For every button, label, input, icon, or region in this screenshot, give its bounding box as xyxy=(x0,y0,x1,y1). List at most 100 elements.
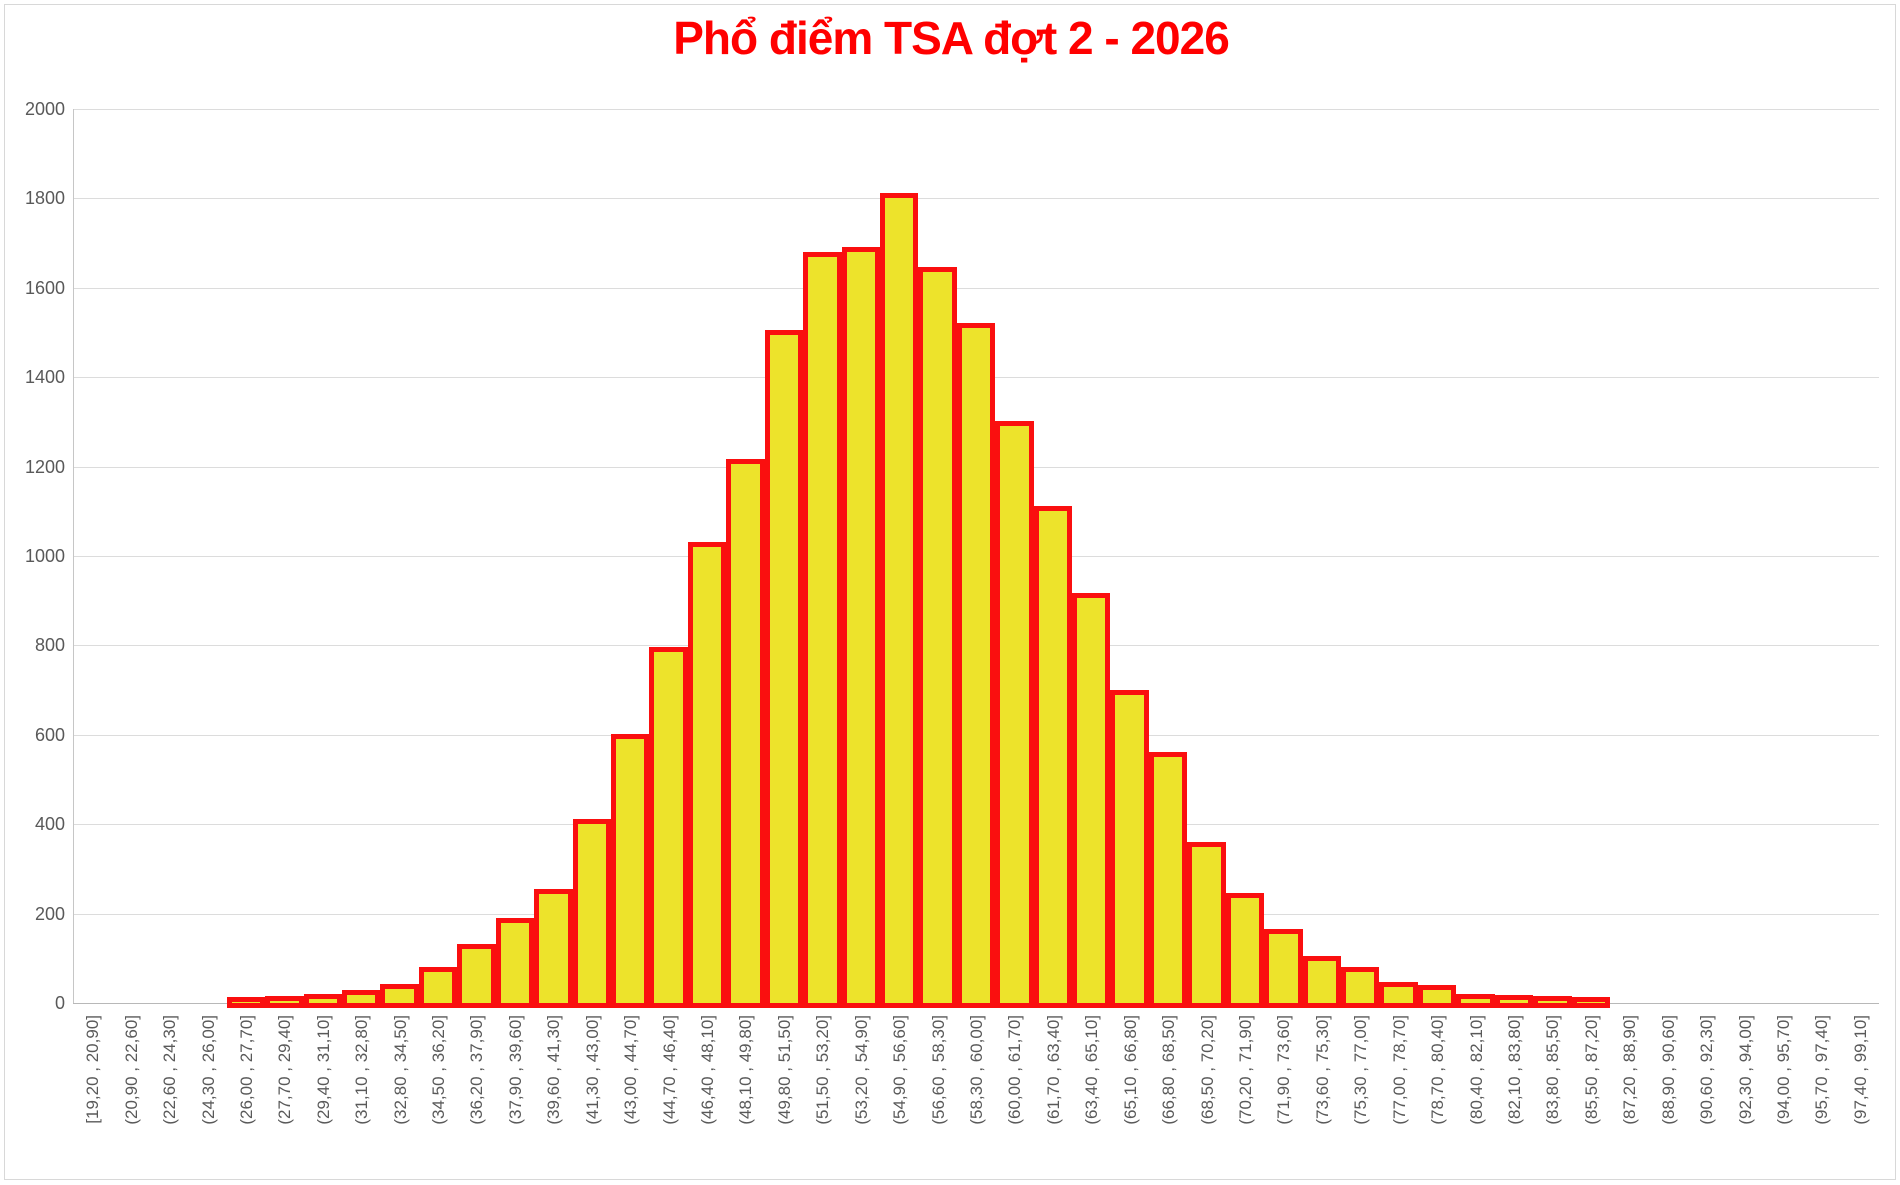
histogram-bar xyxy=(1379,982,1418,1008)
x-tick-label: (24,30 , 26,00] xyxy=(198,1015,218,1125)
x-tick-label: (26,00 , 27,70] xyxy=(236,1015,256,1125)
histogram-bar xyxy=(1571,996,1611,1008)
x-tick-label: (88,90 , 90,60] xyxy=(1658,1015,1678,1125)
y-tick-label: 1000 xyxy=(24,546,65,566)
x-tick-label: (85,50 , 87,20] xyxy=(1581,1015,1601,1125)
x-tick-label: (54,90 , 56,60] xyxy=(890,1015,910,1125)
x-tick-label: (68,50 , 70,20] xyxy=(1197,1015,1217,1125)
x-tick-label: (63,40 , 65,10] xyxy=(1082,1015,1102,1125)
x-tick-label: (97,40 , 99,10] xyxy=(1850,1015,1870,1125)
histogram-bar xyxy=(380,983,419,1008)
histogram-bar xyxy=(1417,984,1457,1008)
gridline xyxy=(73,109,1879,110)
histogram-bar xyxy=(265,996,304,1008)
x-tick-label: (90,60 , 92,30] xyxy=(1697,1015,1717,1125)
x-tick-label: (70,20 , 71,90] xyxy=(1235,1015,1255,1125)
histogram-bar xyxy=(1187,841,1226,1008)
histogram-bar xyxy=(1264,928,1303,1008)
histogram-bar xyxy=(726,459,765,1008)
x-tick-label: (60,00 , 61,70] xyxy=(1005,1015,1025,1125)
histogram-bar xyxy=(841,247,880,1008)
x-tick-label: (22,60 , 24,30] xyxy=(160,1015,180,1125)
y-axis-line xyxy=(73,109,74,1003)
x-tick-label: (73,60 , 75,30] xyxy=(1312,1015,1332,1125)
x-tick-label: (34,50 , 36,20] xyxy=(429,1015,449,1125)
histogram-bar xyxy=(918,267,957,1008)
x-tick-label: (41,30 , 43,00] xyxy=(582,1015,602,1125)
y-tick-label: 1400 xyxy=(24,367,65,388)
chart-figure: Phổ điểm TSA đợt 2 - 2026 2000 1800 1600 14… xyxy=(4,4,1896,1180)
y-tick-label: 2000 xyxy=(24,99,65,119)
x-tick-label: (82,10 , 83,80] xyxy=(1504,1015,1524,1125)
histogram-bar xyxy=(956,323,996,1008)
y-tick-label: 600 xyxy=(34,724,65,745)
histogram-bar xyxy=(1148,752,1188,1008)
histogram-bar xyxy=(610,734,650,1008)
x-tick-label: (27,70 , 29,40] xyxy=(275,1015,295,1125)
x-tick-label: (56,60 , 58,30] xyxy=(928,1015,948,1125)
x-tick-label: (36,20 , 37,90] xyxy=(467,1015,487,1125)
x-tick-label: (51,50 , 53,20] xyxy=(813,1015,833,1125)
histogram-bar xyxy=(1533,995,1572,1008)
x-tick-label: (80,40 , 82,10] xyxy=(1466,1015,1486,1125)
x-tick-label: (77,00 , 78,70] xyxy=(1389,1015,1409,1125)
y-tick-label: 800 xyxy=(34,635,65,656)
x-tick-label: (37,90 , 39,60] xyxy=(505,1015,525,1125)
gridline xyxy=(73,198,1879,200)
histogram-bar xyxy=(1494,994,1534,1008)
x-tick-label: (66,80 , 68,50] xyxy=(1159,1015,1179,1125)
x-tick-label: (32,80 , 34,50] xyxy=(390,1015,410,1125)
histogram-bar xyxy=(687,542,727,1008)
histogram-bar xyxy=(803,251,842,1008)
y-tick-label: 1800 xyxy=(24,188,65,209)
y-tick-label: 400 xyxy=(34,814,65,835)
x-tick-label: (20,90 , 22,60] xyxy=(121,1015,141,1125)
histogram-bar xyxy=(764,329,804,1008)
x-tick-label: (78,70 , 80,40] xyxy=(1428,1015,1448,1125)
x-tick-label: (46,40 , 48,10] xyxy=(698,1015,718,1125)
y-tick-label: 1200 xyxy=(24,456,65,477)
x-tick-label: (29,40 , 31,10] xyxy=(313,1015,333,1125)
y-tick-label: 0 xyxy=(54,993,65,1013)
x-tick-label: (48,10 , 49,80] xyxy=(736,1015,756,1125)
x-tick-label: (71,90 , 73,60] xyxy=(1274,1015,1294,1125)
histogram-bar xyxy=(226,997,266,1008)
histogram-bar xyxy=(649,647,688,1008)
histogram-bar xyxy=(1456,994,1495,1008)
histogram-bar xyxy=(995,421,1034,1008)
histogram-bar xyxy=(879,193,919,1008)
histogram-bar xyxy=(457,944,496,1008)
histogram-bar xyxy=(534,888,573,1008)
x-tick-label: (95,70 , 97,40] xyxy=(1812,1015,1832,1125)
histogram-bar xyxy=(1033,506,1073,1008)
x-tick-label: (83,80 , 85,50] xyxy=(1543,1015,1563,1125)
x-tick-label: (39,60 , 41,30] xyxy=(544,1015,564,1125)
histogram-bar xyxy=(495,917,535,1008)
x-tick-label: (31,10 , 32,80] xyxy=(352,1015,372,1125)
histogram-bar xyxy=(418,966,458,1008)
histogram-bar xyxy=(341,989,381,1008)
x-tick-label: (92,30 , 94,00] xyxy=(1735,1015,1755,1125)
x-tick-label: (94,00 , 95,70] xyxy=(1773,1015,1793,1125)
x-tick-label: (53,20 , 54,90] xyxy=(851,1015,871,1125)
x-tick-label: (61,70 , 63,40] xyxy=(1043,1015,1063,1125)
histogram-bar xyxy=(572,819,611,1008)
x-tick-label: (43,00 , 44,70] xyxy=(621,1015,641,1125)
histogram-bar xyxy=(1302,955,1342,1008)
x-tick-label: (49,80 , 51,50] xyxy=(774,1015,794,1125)
plot-area: 2000 1800 1600 1400 1200 1000 800 600 400 200 0 [19… xyxy=(25,99,1879,1125)
histogram-bar xyxy=(1225,892,1265,1008)
histogram-bar xyxy=(1072,593,1111,1008)
x-tick-label: [19,20 , 20,90] xyxy=(83,1015,103,1124)
x-tick-label: (65,10 , 66,80] xyxy=(1120,1015,1140,1125)
x-tick-label: (44,70 , 46,40] xyxy=(659,1015,679,1125)
histogram-bar xyxy=(303,993,342,1008)
histogram-bar xyxy=(1110,689,1149,1008)
chart-title: Phổ điểm TSA đợt 2 - 2026 xyxy=(673,12,1230,64)
x-tick-label: (75,30 , 77,00] xyxy=(1351,1015,1371,1125)
histogram-bar xyxy=(1341,966,1380,1008)
y-tick-label: 1600 xyxy=(24,277,65,298)
y-tick-label: 200 xyxy=(34,903,65,924)
x-tick-label: (87,20 , 88,90] xyxy=(1620,1015,1640,1125)
x-tick-label: (58,30 , 60,00] xyxy=(967,1015,986,1125)
